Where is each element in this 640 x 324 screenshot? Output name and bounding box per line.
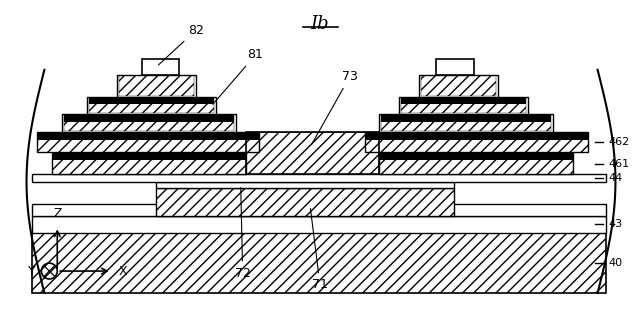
Text: 73: 73 bbox=[312, 70, 358, 145]
Bar bbox=[64, 115, 234, 122]
Bar bbox=[119, 76, 194, 96]
Bar bbox=[380, 153, 573, 160]
Text: 44: 44 bbox=[609, 173, 623, 183]
Bar bbox=[421, 76, 497, 96]
Bar bbox=[52, 153, 246, 160]
Bar bbox=[419, 75, 499, 97]
Bar bbox=[116, 75, 196, 97]
Bar bbox=[401, 98, 526, 105]
Text: Z: Z bbox=[53, 206, 61, 219]
Bar bbox=[38, 133, 259, 140]
Text: 82: 82 bbox=[159, 24, 204, 65]
Bar bbox=[141, 59, 179, 75]
Bar bbox=[33, 215, 605, 233]
Bar bbox=[87, 97, 216, 114]
Text: Y: Y bbox=[28, 265, 35, 278]
Bar bbox=[33, 174, 605, 182]
Bar bbox=[365, 132, 588, 152]
Bar bbox=[246, 132, 380, 174]
Bar bbox=[381, 115, 551, 131]
Bar bbox=[33, 233, 605, 293]
Text: 72: 72 bbox=[235, 188, 251, 280]
Bar bbox=[380, 114, 553, 132]
Bar bbox=[33, 204, 605, 215]
Bar bbox=[52, 152, 246, 174]
Bar bbox=[64, 115, 234, 131]
Bar bbox=[156, 188, 454, 215]
Bar bbox=[156, 182, 454, 188]
Text: Ib: Ib bbox=[310, 15, 330, 33]
Bar bbox=[381, 115, 551, 122]
Bar bbox=[401, 98, 526, 113]
Bar bbox=[365, 133, 588, 140]
Bar bbox=[89, 98, 214, 113]
Bar bbox=[436, 59, 474, 75]
Bar bbox=[380, 152, 573, 174]
Bar bbox=[399, 97, 528, 114]
Text: 461: 461 bbox=[609, 159, 630, 169]
Bar bbox=[246, 132, 380, 174]
Bar bbox=[38, 132, 259, 152]
Text: 462: 462 bbox=[609, 137, 630, 147]
Text: 71: 71 bbox=[310, 208, 328, 291]
Text: 43: 43 bbox=[609, 219, 623, 229]
Bar bbox=[89, 98, 214, 105]
Bar bbox=[62, 114, 236, 132]
Text: 40: 40 bbox=[609, 258, 623, 268]
Text: 81: 81 bbox=[212, 48, 264, 104]
Text: X: X bbox=[119, 265, 127, 278]
